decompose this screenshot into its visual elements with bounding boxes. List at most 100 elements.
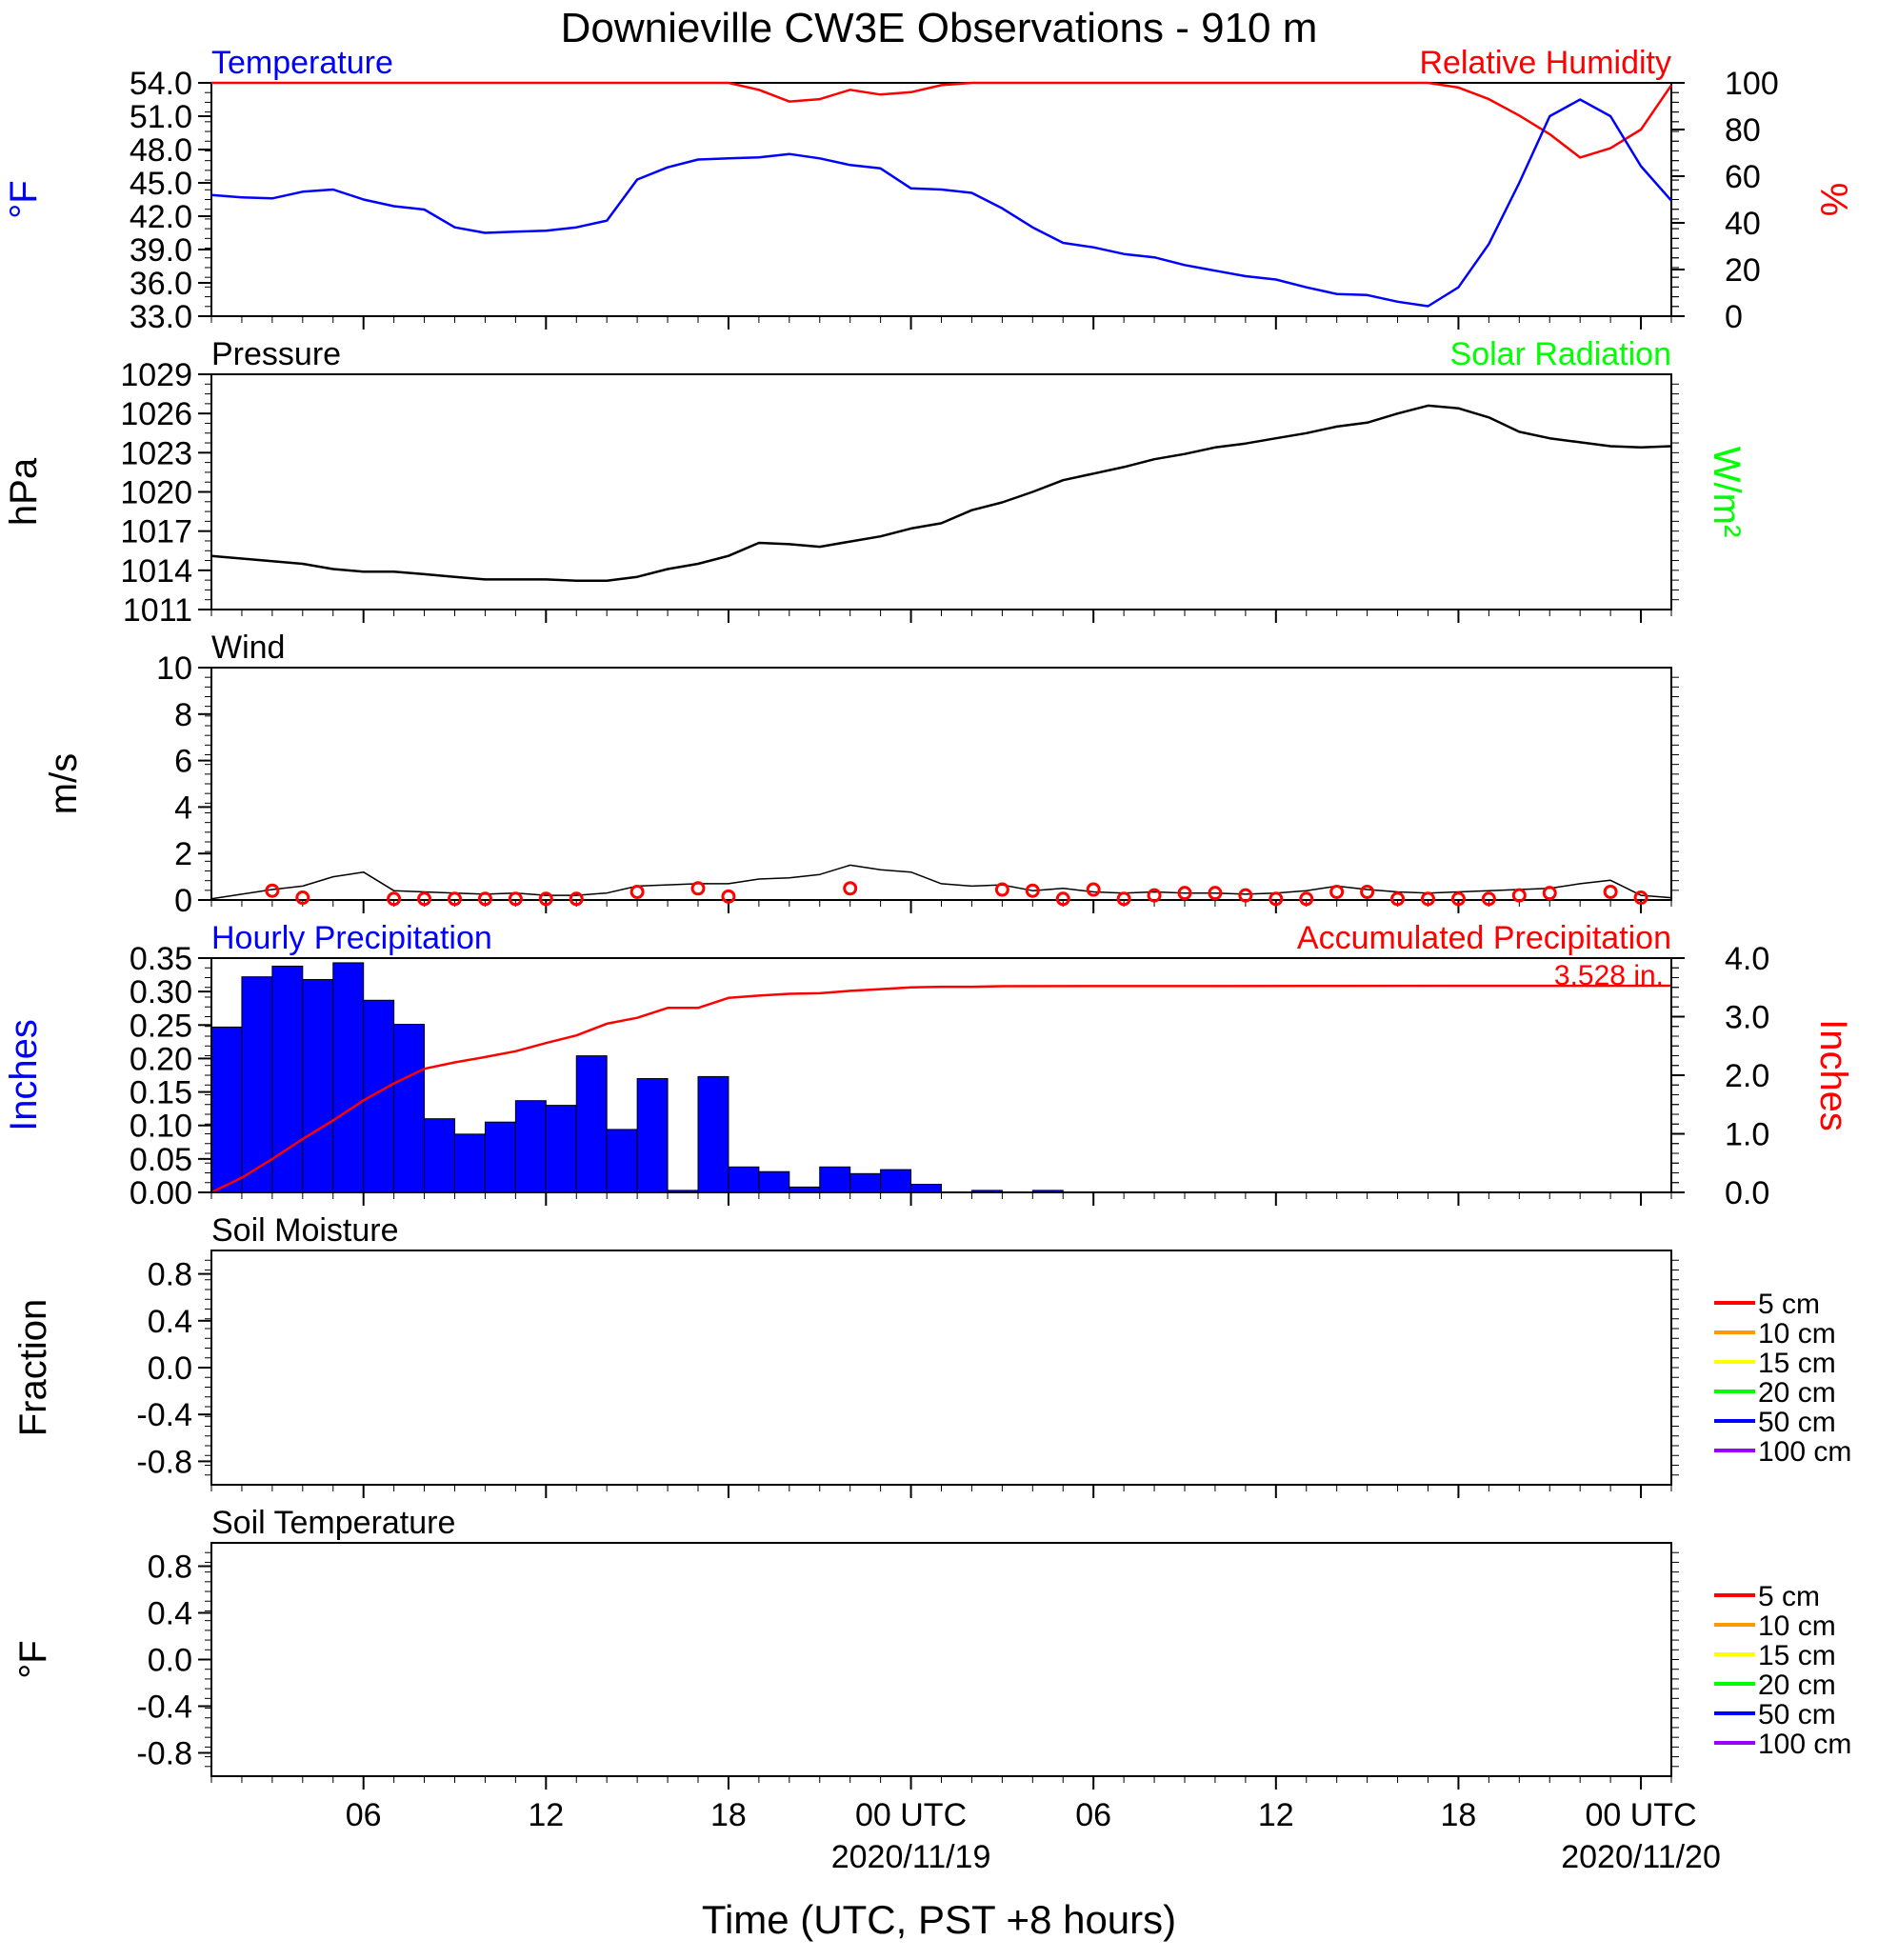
legend-label: 5 cm: [1758, 1581, 1820, 1612]
wind-marker: [1390, 891, 1406, 907]
panel-title-accum-precip: Accumulated Precipitation: [1297, 920, 1671, 956]
wind-marker: [1481, 891, 1496, 907]
wind-marker: [538, 891, 553, 907]
chart-panels: 33.036.039.042.045.048.051.054.002040608…: [3, 45, 1854, 1875]
y-tick-label: 0.10: [130, 1109, 192, 1145]
precip-bar: [393, 1024, 426, 1193]
y-tick-label: 10: [156, 650, 192, 687]
y-tick-label: 1011: [123, 592, 192, 629]
y-tick-label: 1026: [120, 396, 192, 432]
x-tick-label: 00 UTC: [855, 1797, 967, 1833]
x-tick-label: 00 UTC: [1585, 1797, 1696, 1833]
temperature-line: [210, 98, 1672, 308]
y-tick-label-right: 80: [1725, 112, 1761, 149]
legend-label: 20 cm: [1758, 1670, 1836, 1701]
precip-bar: [271, 965, 304, 1193]
panel-title-temperature: Temperature: [211, 45, 393, 81]
precip-bar: [514, 1100, 547, 1193]
y-tick-label: 51.0: [130, 99, 192, 135]
wind-marker: [1116, 891, 1131, 907]
precip-bar: [545, 1105, 577, 1193]
y-tick-label: 8: [174, 697, 192, 733]
precip-bar: [697, 1075, 729, 1193]
precip-bar: [454, 1133, 486, 1193]
y-tick-label: -0.4: [136, 1397, 192, 1433]
y-axis-label-hourly-precip: Inches: [3, 1019, 45, 1131]
legend-label: 15 cm: [1758, 1348, 1836, 1379]
y-tick-label: 0.8: [148, 1257, 192, 1293]
wind-marker: [265, 883, 280, 898]
precip-bar: [819, 1166, 851, 1193]
y-tick-label: 1014: [120, 553, 192, 590]
y-tick-label: 0.4: [148, 1596, 192, 1632]
y-tick-label-right: 20: [1725, 252, 1761, 289]
y-tick-label: 0.0: [148, 1643, 192, 1679]
y-axis-label-solar: W/m²: [1706, 447, 1748, 538]
wind-marker: [1360, 884, 1375, 899]
x-tick-label: 18: [710, 1797, 747, 1833]
precip-bar: [910, 1184, 942, 1193]
y-tick-label: 0.00: [130, 1175, 192, 1211]
wind-marker: [1603, 884, 1618, 899]
y-axis-label-wind: m/s: [43, 753, 85, 814]
legend-label: 10 cm: [1758, 1318, 1836, 1350]
wind-marker: [1421, 891, 1435, 907]
y-tick-label: 33.0: [130, 299, 192, 335]
precip-bar: [758, 1170, 790, 1193]
y-tick-label: 54.0: [130, 66, 192, 102]
wind-marker: [387, 891, 402, 907]
x-tick-label: 18: [1441, 1797, 1477, 1833]
y-tick-label-right: 100: [1725, 66, 1779, 102]
y-tick-label: 0.4: [148, 1304, 192, 1340]
precip-bar: [302, 978, 334, 1193]
wind-marker: [295, 890, 310, 906]
precip-bar: [636, 1078, 669, 1193]
precip-bar: [363, 999, 395, 1193]
y-tick-label: 6: [174, 744, 192, 780]
wind-marker: [1299, 891, 1314, 907]
x-axis-label: Time (UTC, PST +8 hours): [702, 1897, 1176, 1942]
x-tick-label: 06: [1075, 1797, 1111, 1833]
y-tick-label: 0.20: [130, 1041, 192, 1077]
legend-label: 50 cm: [1758, 1699, 1836, 1730]
precip-bar: [332, 962, 365, 1193]
y-tick-label-right: 1.0: [1725, 1117, 1769, 1153]
wind-marker: [417, 891, 432, 907]
legend-label: 100 cm: [1758, 1729, 1851, 1760]
y-tick-label: -0.8: [136, 1736, 192, 1772]
y-tick-label: 0.8: [148, 1550, 192, 1586]
y-tick-label: 0: [174, 883, 192, 919]
precip-bar: [606, 1129, 638, 1193]
wind-marker: [690, 881, 706, 896]
y-axis-label-humidity: %: [1812, 183, 1854, 217]
pressure-line: [210, 404, 1672, 583]
y-axis-label-soil-temperature: °F: [12, 1640, 54, 1678]
precip-bar: [880, 1169, 912, 1193]
y-tick-label: 0.15: [130, 1075, 192, 1111]
y-tick-label: 1020: [120, 475, 192, 511]
y-tick-label-right: 0: [1725, 299, 1743, 335]
y-tick-label: 0.30: [130, 974, 192, 1010]
panel-title-solar: Solar Radiation: [1450, 336, 1671, 372]
wind-marker: [1542, 886, 1557, 901]
precip-bar: [210, 1026, 243, 1193]
humidity-line: [211, 81, 1673, 159]
y-tick-label: 0.0: [148, 1350, 192, 1387]
precip-bar: [241, 976, 273, 1193]
wind-marker: [1208, 886, 1223, 901]
y-tick-label-right: 2.0: [1725, 1058, 1769, 1094]
y-tick-label: 4: [174, 790, 192, 826]
wind-marker: [448, 891, 462, 907]
x-tick-label: 06: [346, 1797, 382, 1833]
y-tick-label-right: 60: [1725, 159, 1761, 195]
precip-bar: [575, 1055, 608, 1193]
y-tick-label: 39.0: [130, 232, 192, 269]
wind-marker: [1055, 891, 1070, 907]
precip-bar: [849, 1172, 882, 1193]
wind-marker: [1633, 890, 1648, 906]
y-tick-label: -0.8: [136, 1444, 192, 1480]
wind-marker: [508, 891, 523, 907]
y-tick-label: 0.25: [130, 1008, 192, 1044]
panel-title-soil-temperature: Soil Temperature: [211, 1505, 455, 1541]
y-tick-label: 0.05: [130, 1142, 192, 1178]
